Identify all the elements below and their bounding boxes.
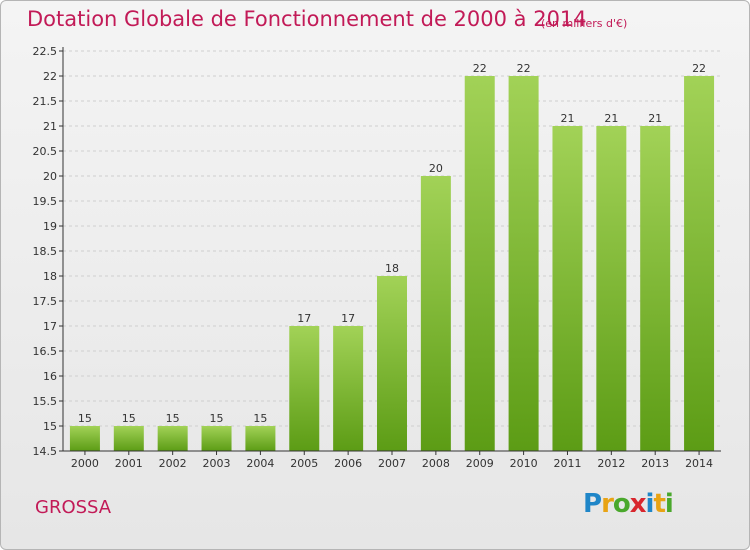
y-tick-label: 22 (43, 70, 57, 83)
y-tick-label: 16.5 (33, 345, 58, 358)
y-tick-label: 20 (43, 170, 57, 183)
y-tick-label: 15 (43, 420, 57, 433)
x-tick-label: 2012 (597, 457, 625, 470)
x-tick-label: 2011 (553, 457, 581, 470)
bar-2004 (245, 426, 276, 451)
bar-2009 (464, 76, 495, 451)
y-tick-label: 21 (43, 120, 57, 133)
logo-letter: r (601, 489, 614, 519)
bar-2002 (157, 426, 188, 451)
x-tick-label: 2009 (466, 457, 494, 470)
y-tick-label: 19.5 (33, 195, 58, 208)
x-tick-label: 2010 (510, 457, 538, 470)
bar-2011 (552, 126, 583, 451)
chart-subtitle: (en milliers d'€) (541, 17, 628, 30)
data-label: 15 (253, 412, 267, 425)
data-label: 22 (692, 62, 706, 75)
chart-title: Dotation Globale de Fonctionnement de 20… (27, 7, 587, 31)
y-tick-label: 18 (43, 270, 57, 283)
logo-letter: o (612, 489, 631, 519)
x-tick-label: 2002 (159, 457, 187, 470)
x-tick-label: 2014 (685, 457, 713, 470)
y-tick-label: 20.5 (33, 145, 58, 158)
bar-2014 (684, 76, 715, 451)
y-tick-label: 21.5 (33, 95, 58, 108)
y-tick-label: 17 (43, 320, 57, 333)
data-label: 21 (648, 112, 662, 125)
y-tick-label: 15.5 (33, 395, 58, 408)
proxiti-logo: Proxiti (583, 489, 674, 519)
bar-2007 (377, 276, 407, 451)
data-label: 15 (210, 412, 224, 425)
bar-2013 (640, 126, 671, 451)
data-label: 22 (517, 62, 531, 75)
data-label: 22 (473, 62, 487, 75)
x-tick-label: 2005 (290, 457, 318, 470)
y-tick-label: 22.5 (33, 45, 58, 58)
logo-letter: P (583, 489, 602, 519)
logo-letter: t (653, 489, 665, 519)
data-label: 20 (429, 162, 443, 175)
data-label: 15 (78, 412, 92, 425)
x-tick-label: 2013 (641, 457, 669, 470)
x-tick-label: 2007 (378, 457, 406, 470)
y-tick-label: 18.5 (33, 245, 58, 258)
data-label: 18 (385, 262, 399, 275)
data-label: 21 (560, 112, 574, 125)
y-tick-label: 16 (43, 370, 57, 383)
bar-2001 (113, 426, 144, 451)
logo-letter: i (645, 489, 655, 519)
data-label: 17 (297, 312, 311, 325)
x-tick-label: 2001 (115, 457, 143, 470)
x-tick-label: 2003 (203, 457, 231, 470)
bar-2005 (289, 326, 320, 451)
data-label: 21 (604, 112, 618, 125)
bar-2000 (69, 426, 100, 451)
bar-2010 (508, 76, 539, 451)
x-tick-label: 2004 (246, 457, 274, 470)
logo-letter: x (629, 489, 647, 519)
y-tick-label: 14.5 (33, 445, 58, 458)
y-tick-label: 19 (43, 220, 57, 233)
data-label: 17 (341, 312, 355, 325)
logo-letter: i (664, 489, 674, 519)
bar-2006 (333, 326, 364, 451)
x-tick-label: 2008 (422, 457, 450, 470)
bar-2012 (596, 126, 627, 451)
x-tick-label: 2006 (334, 457, 362, 470)
bar-2003 (201, 426, 232, 451)
commune-name: GROSSA (35, 497, 112, 518)
bar-2008 (420, 176, 451, 451)
data-label: 15 (166, 412, 180, 425)
y-tick-label: 17.5 (33, 295, 58, 308)
data-label: 15 (122, 412, 136, 425)
x-tick-label: 2000 (71, 457, 99, 470)
